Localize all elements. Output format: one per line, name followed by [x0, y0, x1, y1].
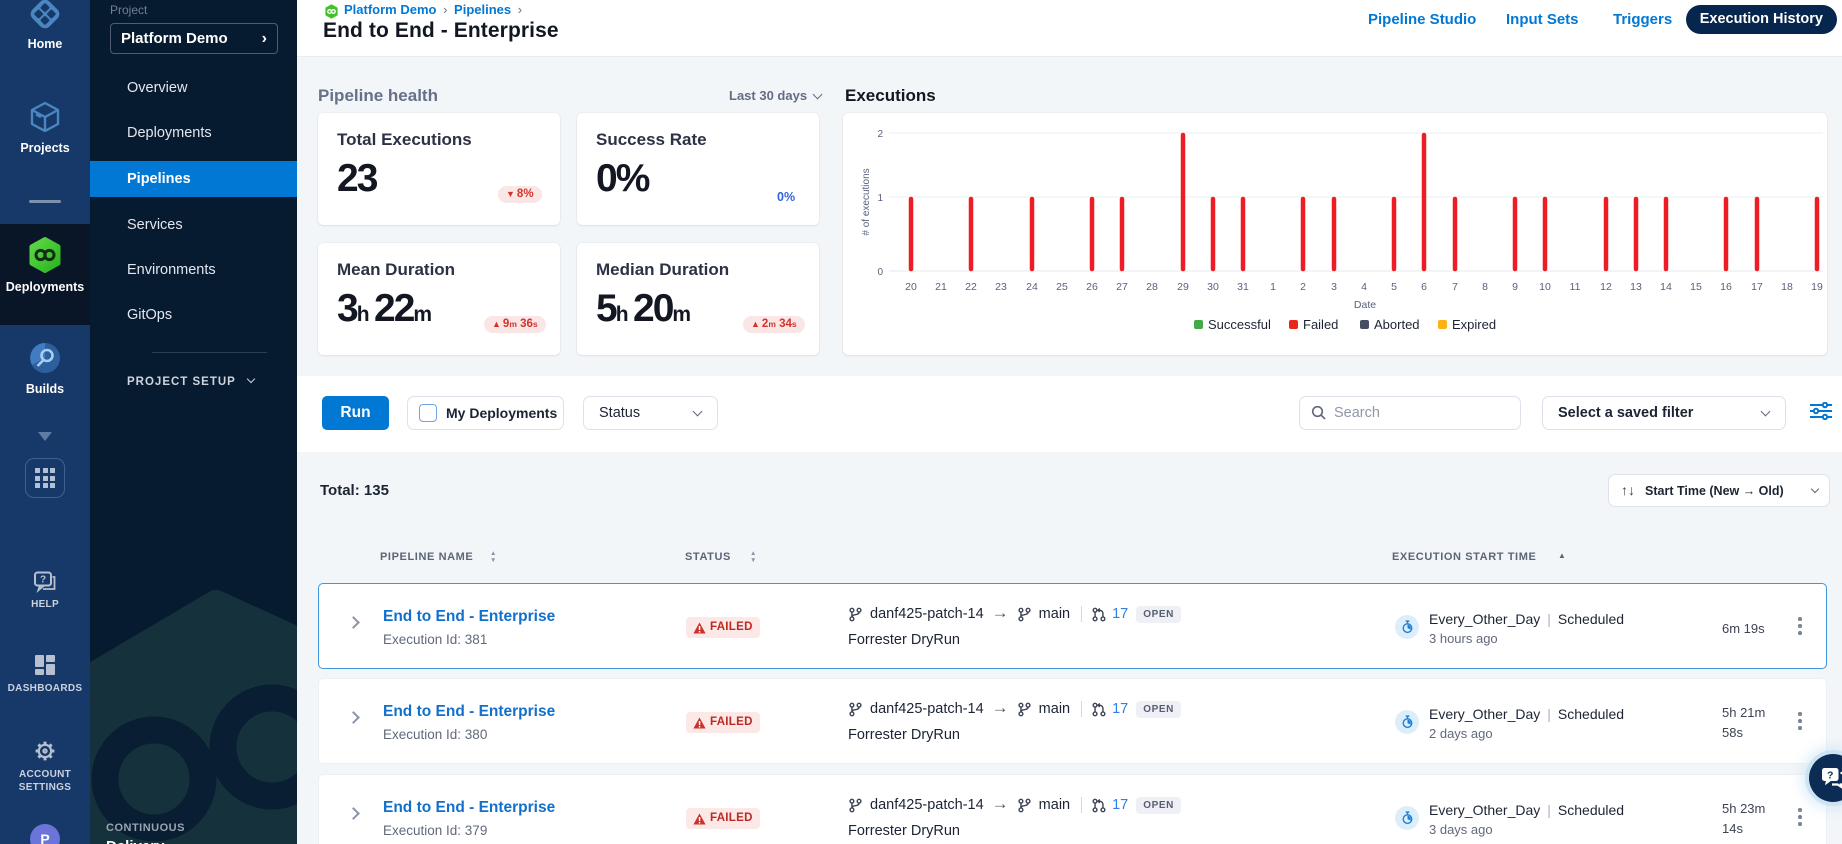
svg-text:10: 10: [1539, 281, 1551, 293]
svg-text:3: 3: [1331, 281, 1337, 293]
svg-text:9: 9: [1512, 281, 1518, 293]
svg-text:20: 20: [905, 281, 917, 293]
svg-text:22: 22: [965, 281, 977, 293]
svg-text:25: 25: [1056, 281, 1068, 293]
svg-text:11: 11: [1570, 281, 1581, 293]
svg-text:26: 26: [1086, 281, 1098, 293]
svg-text:1: 1: [1270, 281, 1276, 293]
svg-text:18: 18: [1781, 281, 1793, 293]
svg-text:# of executions: # of executions: [861, 168, 872, 235]
svg-text:Date: Date: [1354, 299, 1376, 311]
svg-text:31: 31: [1237, 281, 1249, 293]
svg-text:28: 28: [1146, 281, 1158, 293]
svg-text:?: ?: [40, 575, 46, 586]
svg-text:Expired: Expired: [1452, 317, 1496, 332]
svg-text:21: 21: [935, 281, 947, 293]
svg-text:4: 4: [1361, 281, 1367, 293]
svg-text:16: 16: [1720, 281, 1732, 293]
svg-text:Aborted: Aborted: [1374, 317, 1420, 332]
svg-text:24: 24: [1026, 281, 1038, 293]
svg-text:27: 27: [1116, 281, 1128, 293]
svg-text:?: ?: [1827, 770, 1833, 782]
svg-text:2: 2: [877, 129, 883, 140]
svg-text:30: 30: [1207, 281, 1219, 293]
svg-text:29: 29: [1177, 281, 1189, 293]
svg-text:0: 0: [877, 267, 883, 278]
svg-text:15: 15: [1690, 281, 1702, 293]
svg-text:Successful: Successful: [1208, 317, 1271, 332]
svg-text:13: 13: [1630, 281, 1642, 293]
svg-text:2: 2: [1300, 281, 1306, 293]
svg-text:6: 6: [1421, 281, 1427, 293]
svg-text:5: 5: [1391, 281, 1397, 293]
svg-text:7: 7: [1452, 281, 1458, 293]
svg-text:17: 17: [1751, 281, 1763, 293]
svg-text:Failed: Failed: [1303, 317, 1338, 332]
svg-text:14: 14: [1660, 281, 1672, 293]
svg-text:12: 12: [1600, 281, 1612, 293]
svg-text:23: 23: [995, 281, 1007, 293]
svg-text:19: 19: [1811, 281, 1823, 293]
svg-text:8: 8: [1482, 281, 1488, 293]
svg-text:1: 1: [877, 193, 883, 204]
